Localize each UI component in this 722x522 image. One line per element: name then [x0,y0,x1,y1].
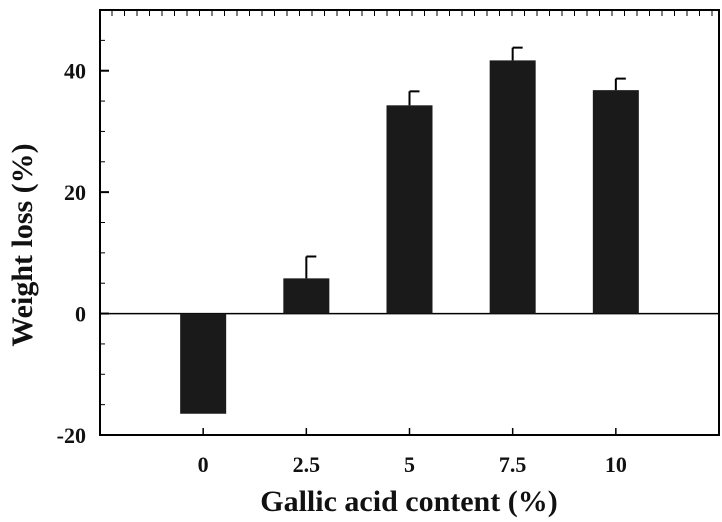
y-tick-label: -20 [57,423,86,448]
bar-10 [592,90,639,314]
x-tick-label: 7.5 [499,452,527,477]
bar-7.5 [489,60,536,314]
y-tick-label: 0 [75,302,86,327]
bar-0 [180,313,227,414]
x-tick-label: 5 [404,452,415,477]
bar-2.5 [283,278,330,314]
x-axis-title: Gallic acid content (%) [260,485,557,518]
bar-5 [386,105,433,314]
y-tick-label: 40 [64,59,86,84]
x-tick-label: 2.5 [293,452,321,477]
y-axis-title: Weight loss (%) [6,143,39,346]
y-tick-label: 20 [64,180,86,205]
x-tick-label: 0 [198,452,209,477]
x-tick-label: 10 [605,452,627,477]
